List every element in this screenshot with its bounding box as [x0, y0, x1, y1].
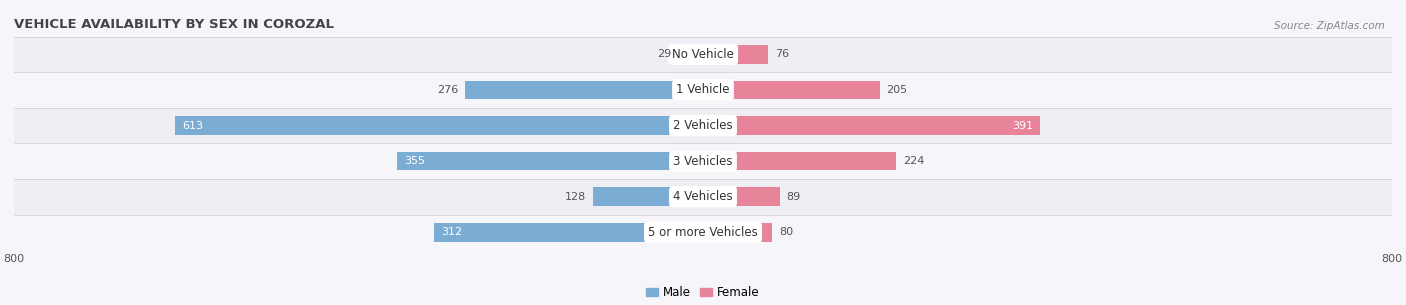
- Text: 613: 613: [181, 120, 202, 131]
- Text: Source: ZipAtlas.com: Source: ZipAtlas.com: [1274, 21, 1385, 31]
- Bar: [14, 179, 1392, 214]
- Bar: [593, 188, 703, 206]
- Text: 3 Vehicles: 3 Vehicles: [673, 155, 733, 168]
- Text: 355: 355: [404, 156, 425, 166]
- Text: 76: 76: [775, 49, 789, 59]
- Text: 5 or more Vehicles: 5 or more Vehicles: [648, 226, 758, 239]
- Bar: [14, 108, 1392, 143]
- Text: No Vehicle: No Vehicle: [672, 48, 734, 61]
- Text: 276: 276: [437, 85, 458, 95]
- Text: 89: 89: [786, 192, 801, 202]
- Bar: [465, 81, 703, 99]
- Bar: [703, 116, 1039, 135]
- Bar: [703, 188, 780, 206]
- Bar: [678, 45, 703, 64]
- Text: 4 Vehicles: 4 Vehicles: [673, 190, 733, 203]
- Bar: [703, 45, 769, 64]
- Text: 391: 391: [1012, 120, 1033, 131]
- Bar: [14, 214, 1392, 250]
- Text: 2 Vehicles: 2 Vehicles: [673, 119, 733, 132]
- Legend: Male, Female: Male, Female: [641, 282, 765, 304]
- Bar: [14, 37, 1392, 72]
- Bar: [703, 81, 880, 99]
- Bar: [398, 152, 703, 170]
- Text: 29: 29: [657, 49, 671, 59]
- Bar: [434, 223, 703, 242]
- Text: 312: 312: [441, 227, 463, 237]
- Bar: [703, 152, 896, 170]
- Text: 205: 205: [886, 85, 907, 95]
- Bar: [14, 72, 1392, 108]
- Text: 128: 128: [565, 192, 586, 202]
- Text: 80: 80: [779, 227, 793, 237]
- Text: 1 Vehicle: 1 Vehicle: [676, 84, 730, 96]
- Bar: [14, 143, 1392, 179]
- Bar: [703, 223, 772, 242]
- Text: 224: 224: [903, 156, 924, 166]
- Text: VEHICLE AVAILABILITY BY SEX IN COROZAL: VEHICLE AVAILABILITY BY SEX IN COROZAL: [14, 18, 335, 31]
- Bar: [176, 116, 703, 135]
